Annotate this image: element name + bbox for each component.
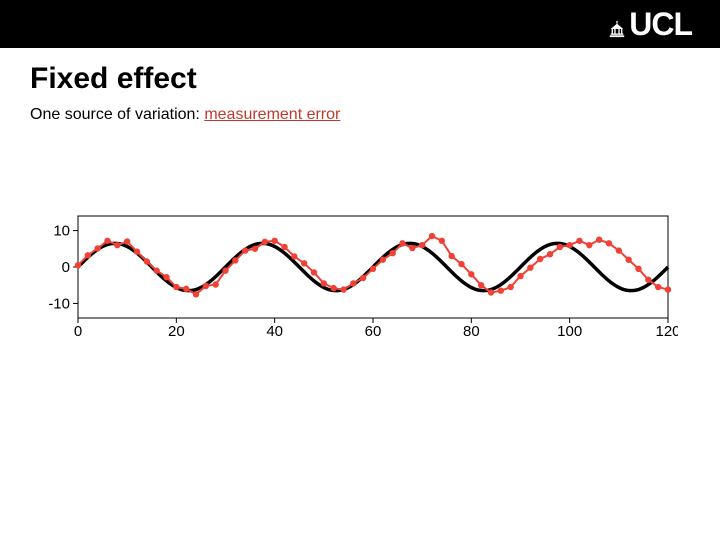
svg-text:0: 0 bbox=[62, 259, 70, 276]
svg-text:20: 20 bbox=[168, 323, 185, 340]
svg-text:40: 40 bbox=[266, 323, 283, 340]
svg-text:-10: -10 bbox=[48, 295, 70, 312]
header-bar: UCL bbox=[0, 0, 720, 48]
dome-icon bbox=[608, 20, 626, 38]
svg-text:80: 80 bbox=[463, 323, 480, 340]
svg-text:10: 10 bbox=[53, 223, 70, 240]
page-title: Fixed effect bbox=[0, 48, 720, 100]
svg-text:120: 120 bbox=[655, 323, 678, 340]
svg-text:60: 60 bbox=[365, 323, 382, 340]
svg-text:0: 0 bbox=[74, 323, 82, 340]
subtitle-prefix: One source of variation: bbox=[30, 106, 204, 123]
slide: UCL Fixed effect One source of variation… bbox=[0, 0, 720, 540]
ucl-logo: UCL bbox=[608, 8, 692, 40]
chart-svg: -10010020406080100120 bbox=[38, 210, 678, 340]
subtitle-accent: measurement error bbox=[204, 106, 340, 123]
svg-text:100: 100 bbox=[557, 323, 582, 340]
subtitle: One source of variation: measurement err… bbox=[0, 100, 720, 124]
chart: -10010020406080100120 bbox=[38, 210, 678, 340]
logo-text: UCL bbox=[629, 8, 692, 40]
